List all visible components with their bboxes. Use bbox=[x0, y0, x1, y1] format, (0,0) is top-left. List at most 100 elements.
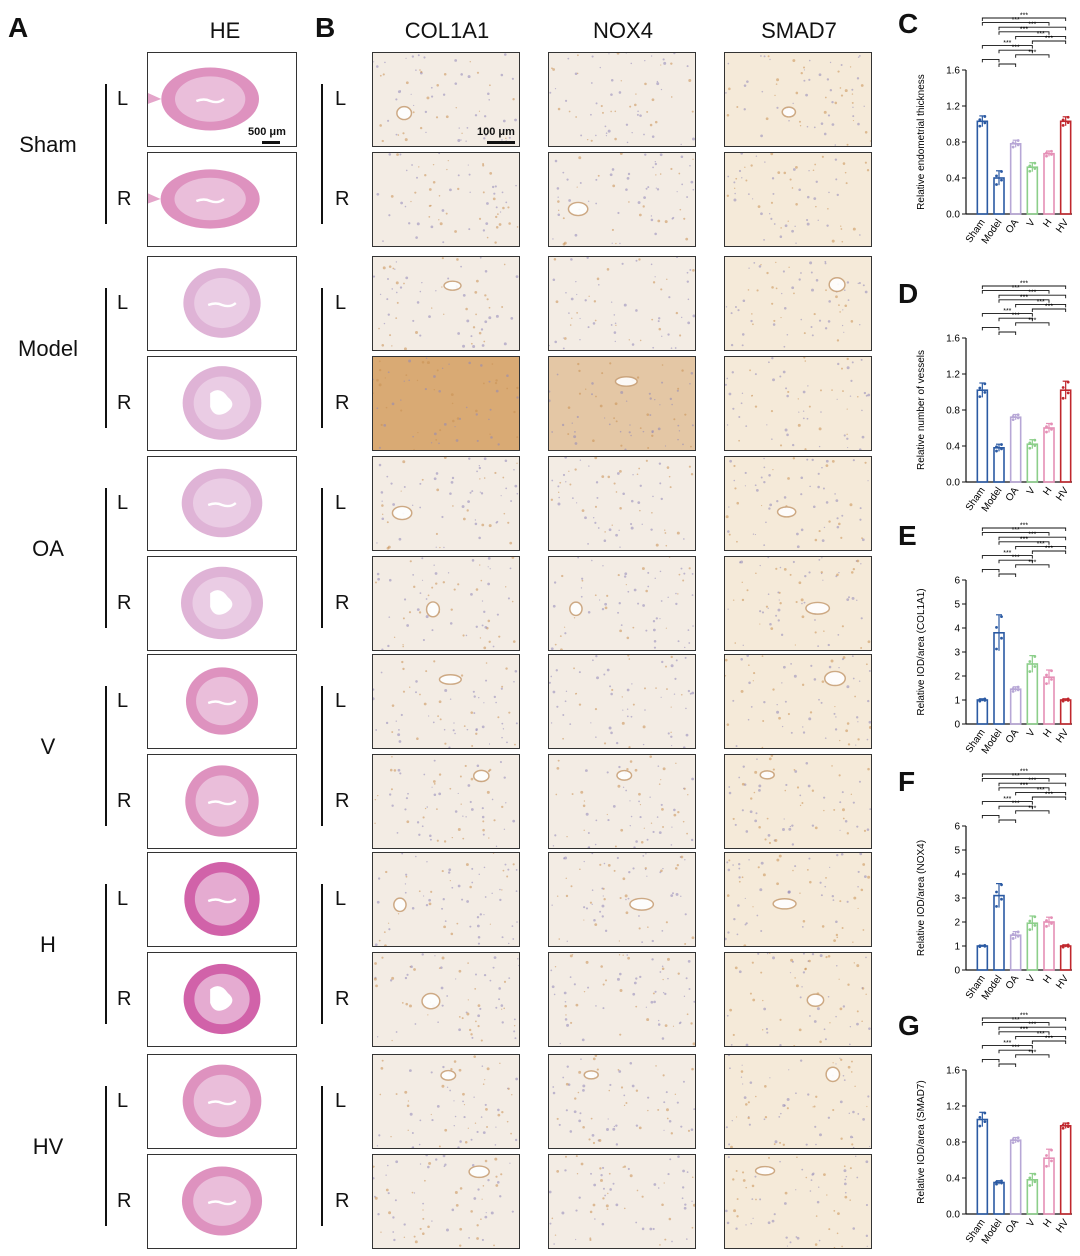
significance-bracket bbox=[998, 331, 1017, 335]
data-point bbox=[1000, 897, 1003, 901]
data-point bbox=[1033, 438, 1037, 442]
data-point bbox=[995, 647, 998, 651]
y-tick-label: 1.2 bbox=[946, 370, 960, 381]
scale-bar-he bbox=[262, 141, 280, 144]
data-point bbox=[1045, 924, 1048, 928]
side-label-right: R bbox=[117, 392, 132, 414]
chart-f: Relative IOD/area (NOX4)0123456ShamModel… bbox=[916, 769, 1072, 1002]
data-point bbox=[1011, 145, 1015, 149]
group-label-sham: Sham bbox=[19, 132, 77, 157]
data-point bbox=[978, 395, 982, 399]
bar-sham bbox=[976, 699, 989, 725]
data-point bbox=[1011, 414, 1015, 418]
smad7-image-hv-r bbox=[724, 1154, 872, 1249]
y-tick-label: 0.8 bbox=[946, 406, 960, 417]
side-label-left: L bbox=[335, 888, 347, 910]
side-label-left: L bbox=[335, 1090, 347, 1112]
y-tick-label: 0.0 bbox=[946, 210, 960, 221]
data-point bbox=[1033, 655, 1037, 658]
significance-stars: *** bbox=[1020, 1013, 1028, 1020]
x-tick-label: H bbox=[1041, 485, 1054, 497]
data-point bbox=[978, 386, 982, 390]
significance-stars: *** bbox=[1020, 536, 1028, 543]
column-title-smad7: SMAD7 bbox=[761, 18, 837, 43]
significance-stars: *** bbox=[1012, 527, 1020, 534]
side-label-right: R bbox=[335, 1190, 350, 1212]
data-point bbox=[983, 115, 987, 118]
data-point bbox=[1028, 660, 1032, 663]
data-point bbox=[1045, 919, 1048, 922]
data-point bbox=[1000, 178, 1003, 182]
significance-bracket bbox=[981, 313, 1033, 317]
data-point bbox=[1016, 1136, 1020, 1140]
significance-bracket bbox=[998, 787, 1050, 791]
data-point bbox=[1028, 928, 1032, 932]
significance-bracket bbox=[981, 290, 1050, 294]
significance-bracket bbox=[981, 45, 1033, 49]
data-point bbox=[1045, 1154, 1048, 1157]
data-point bbox=[1050, 922, 1053, 925]
data-point bbox=[1061, 396, 1065, 400]
data-point bbox=[1050, 153, 1053, 156]
data-point bbox=[1000, 1179, 1003, 1183]
data-point bbox=[983, 943, 987, 947]
significance-bracket bbox=[1015, 54, 1050, 58]
col1a1-image-oa-r bbox=[372, 556, 520, 651]
data-point bbox=[1016, 930, 1020, 934]
data-point bbox=[1000, 615, 1003, 618]
x-tick-label: HV bbox=[1054, 485, 1071, 503]
significance-bracket bbox=[981, 1017, 1067, 1021]
significance-stars: *** bbox=[1020, 523, 1028, 530]
data-point bbox=[1000, 883, 1003, 887]
significance-bracket bbox=[1015, 564, 1050, 568]
data-point bbox=[1045, 673, 1048, 677]
panel-letter-b: B bbox=[315, 12, 336, 43]
significance-stars: *** bbox=[1020, 294, 1028, 301]
panel-letter-c: C bbox=[898, 8, 919, 39]
data-point bbox=[1028, 1184, 1032, 1187]
data-point bbox=[1061, 944, 1065, 948]
scale-bar-ihc bbox=[487, 141, 515, 144]
group-bracket-ihc bbox=[321, 84, 323, 224]
data-point bbox=[1028, 446, 1032, 450]
data-point bbox=[1033, 1180, 1037, 1184]
y-tick-label: 0.0 bbox=[946, 478, 960, 489]
data-point bbox=[1066, 943, 1070, 947]
bar-model bbox=[993, 1181, 1005, 1215]
x-tick-label: HV bbox=[1054, 973, 1071, 991]
bar-v bbox=[1026, 166, 1039, 215]
chart-c: Relative endometrial thickness 0.0 0.4 0.8 1… bbox=[916, 13, 1072, 246]
column-title-nox4: NOX4 bbox=[593, 18, 653, 43]
significance-stars: *** bbox=[1028, 49, 1036, 56]
nox4-image-model-l bbox=[548, 256, 696, 351]
y-tick-label: 1 bbox=[954, 942, 960, 953]
he-image-v-l bbox=[147, 654, 297, 749]
significance-stars: *** bbox=[1045, 1036, 1053, 1043]
significance-stars: *** bbox=[1045, 36, 1053, 43]
data-point bbox=[1028, 169, 1032, 173]
significance-stars: *** bbox=[1012, 45, 1020, 52]
data-point bbox=[1045, 154, 1048, 158]
significance-stars: *** bbox=[1045, 304, 1053, 311]
significance-bracket bbox=[981, 1022, 1050, 1026]
x-tick-label: V bbox=[1025, 973, 1038, 985]
smad7-image-h-r bbox=[724, 952, 872, 1047]
x-tick-label: H bbox=[1041, 1217, 1054, 1229]
significance-bracket bbox=[1015, 303, 1067, 308]
bar-sham bbox=[976, 945, 989, 971]
he-image-hv-l bbox=[147, 1054, 297, 1149]
significance-bracket bbox=[981, 1045, 1033, 1049]
data-point bbox=[1033, 161, 1037, 165]
smad7-image-v-l bbox=[724, 654, 872, 749]
col1a1-image-sham-l bbox=[372, 52, 520, 147]
significance-bracket bbox=[981, 814, 1000, 819]
panel-letter-a: A bbox=[8, 12, 29, 43]
smad7-image-model-l bbox=[724, 256, 872, 351]
nox4-image-v-l bbox=[548, 654, 696, 749]
data-point bbox=[1016, 934, 1020, 938]
significance-stars: *** bbox=[1020, 769, 1028, 776]
bar-oa bbox=[1009, 143, 1022, 215]
significance-stars: *** bbox=[1003, 550, 1011, 557]
panel-letter-d: D bbox=[898, 278, 919, 309]
y-axis-label: Relative IOD/area (NOX4) bbox=[916, 840, 927, 956]
